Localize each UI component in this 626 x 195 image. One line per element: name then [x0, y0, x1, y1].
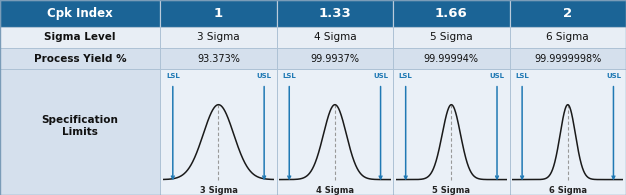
Text: 5 Sigma: 5 Sigma: [433, 186, 470, 195]
Text: 3 Sigma: 3 Sigma: [200, 186, 237, 195]
Bar: [393, 69, 510, 195]
Text: Process Yield %: Process Yield %: [34, 53, 126, 64]
Text: 1.66: 1.66: [435, 7, 468, 20]
Bar: [277, 0, 393, 27]
Text: 1.33: 1.33: [319, 7, 351, 20]
Text: Cpk Index: Cpk Index: [47, 7, 113, 20]
Text: 6 Sigma: 6 Sigma: [549, 186, 587, 195]
Text: LSL: LSL: [515, 73, 529, 79]
Text: Sigma Level: Sigma Level: [44, 32, 116, 43]
Bar: [277, 69, 393, 195]
Text: 2: 2: [563, 7, 572, 20]
Bar: [0, 48, 160, 69]
Text: 3 Sigma: 3 Sigma: [197, 32, 240, 43]
Text: USL: USL: [490, 73, 505, 79]
Text: USL: USL: [606, 73, 621, 79]
Text: USL: USL: [257, 73, 272, 79]
Bar: [510, 48, 626, 69]
Bar: [277, 27, 393, 48]
Text: 4 Sigma: 4 Sigma: [316, 186, 354, 195]
Text: 99.99994%: 99.99994%: [424, 53, 479, 64]
Bar: [160, 69, 277, 195]
Text: USL: USL: [373, 73, 388, 79]
Bar: [393, 0, 510, 27]
Text: 93.373%: 93.373%: [197, 53, 240, 64]
Text: 1: 1: [214, 7, 223, 20]
Bar: [393, 48, 510, 69]
Bar: [0, 0, 160, 27]
Text: Specification
Limits: Specification Limits: [42, 115, 118, 137]
Bar: [510, 27, 626, 48]
Text: 4 Sigma: 4 Sigma: [314, 32, 356, 43]
Text: LSL: LSL: [282, 73, 296, 79]
Text: LSL: LSL: [399, 73, 413, 79]
Bar: [510, 0, 626, 27]
Text: 6 Sigma: 6 Sigma: [546, 32, 589, 43]
Text: 99.9937%: 99.9937%: [310, 53, 359, 64]
Bar: [0, 69, 160, 195]
Bar: [160, 48, 277, 69]
Text: LSL: LSL: [166, 73, 180, 79]
Bar: [277, 48, 393, 69]
Bar: [160, 0, 277, 27]
Bar: [393, 27, 510, 48]
Bar: [510, 69, 626, 195]
Text: 99.9999998%: 99.9999998%: [534, 53, 602, 64]
Bar: [160, 27, 277, 48]
Text: 5 Sigma: 5 Sigma: [430, 32, 473, 43]
Bar: [0, 27, 160, 48]
